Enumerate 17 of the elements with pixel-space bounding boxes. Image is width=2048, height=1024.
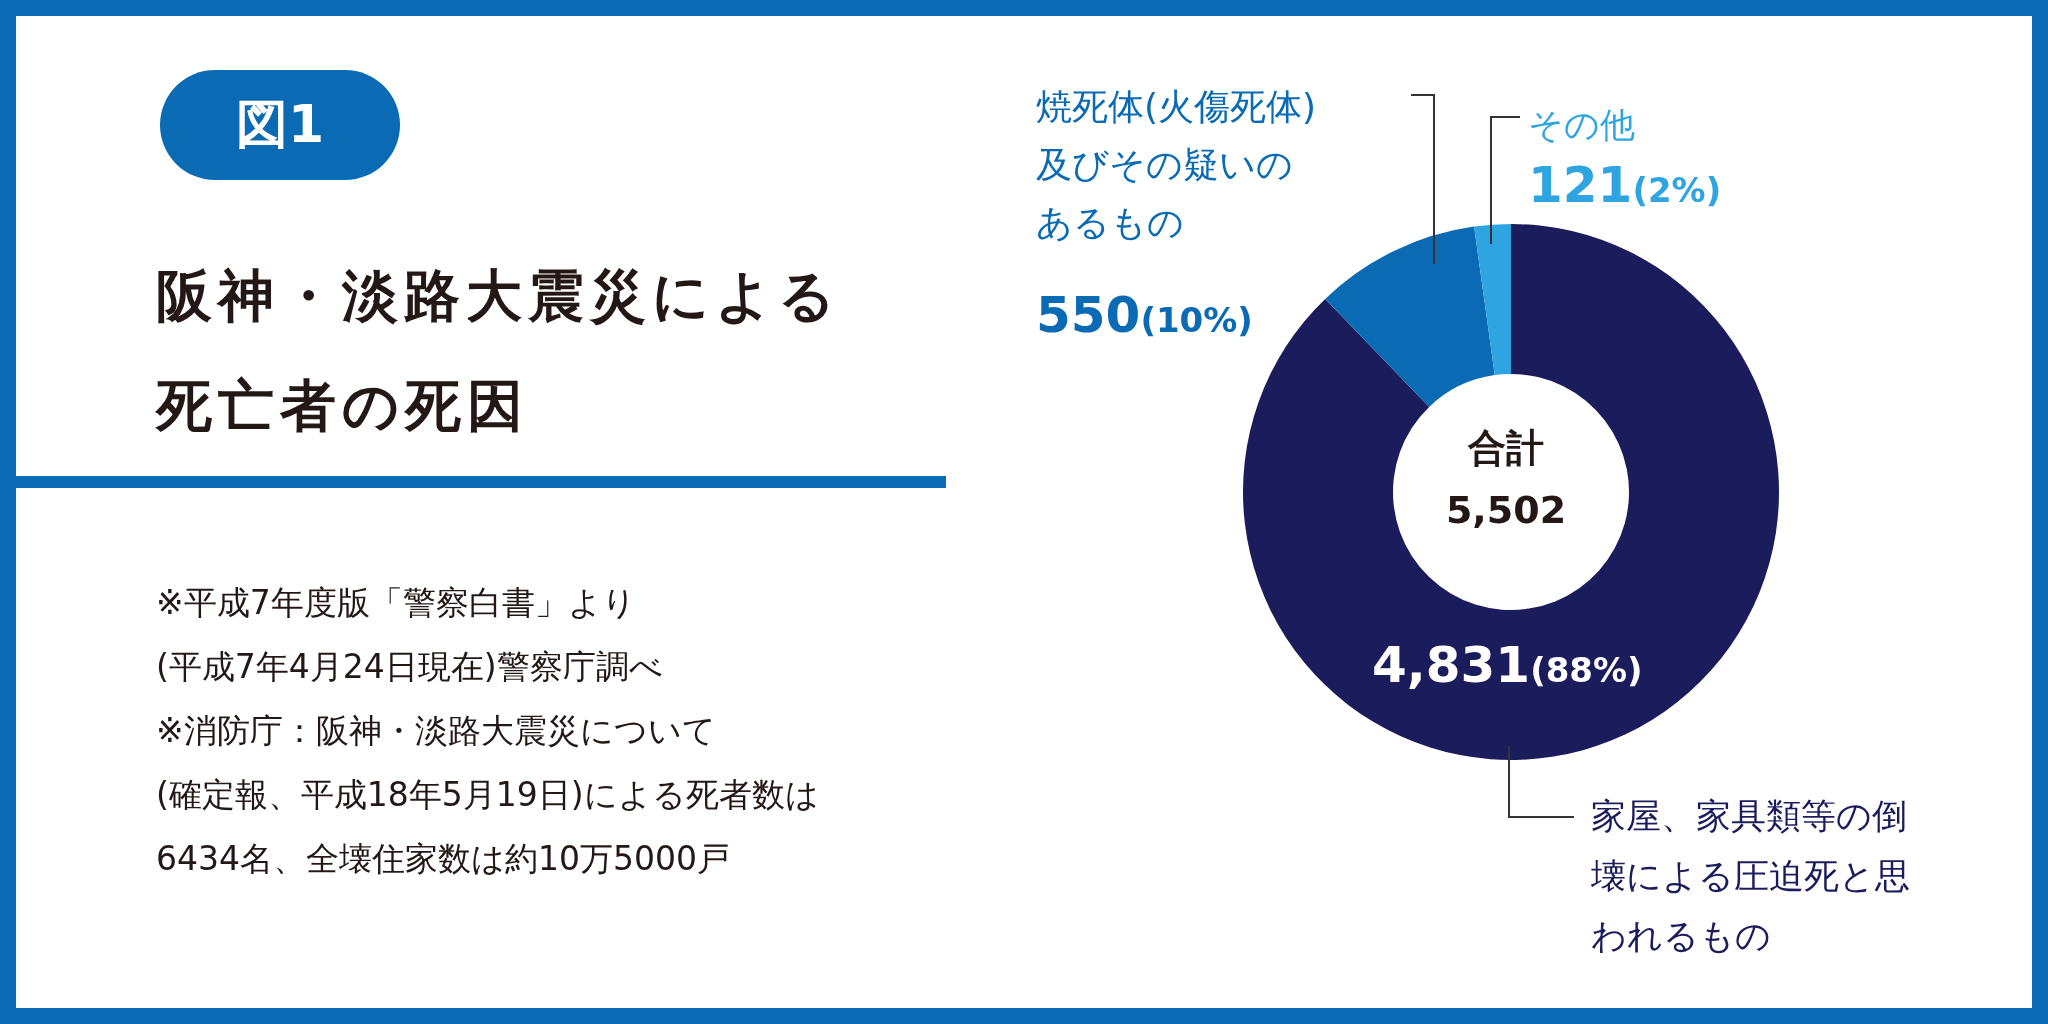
data-label: 121(2%) xyxy=(1528,156,1722,214)
donut-slice xyxy=(1474,224,1511,376)
text: 阪神・淡路大震災による死亡者の死因 xyxy=(156,262,842,440)
slice-label: 焼死体(火傷死体)及びその疑いのあるもの xyxy=(1036,85,1318,245)
slice-label: その他 xyxy=(1528,104,1635,147)
text: ※消防庁：阪神・淡路大震災について xyxy=(156,710,717,752)
text: 合計 xyxy=(1467,425,1545,472)
text: ※平成7年度版「警察白書」より xyxy=(156,582,637,624)
text: (平成7年4月24日現在)警察庁調べ xyxy=(156,646,664,688)
data-label: 4,831(88%) xyxy=(1372,636,1643,694)
text: 5,502 xyxy=(1444,487,1568,534)
slice-label: 家屋、家具類等の倒壊による圧迫死と思われるもの xyxy=(1591,795,1911,958)
donut-slice xyxy=(1325,226,1495,407)
caption: 図1 xyxy=(160,70,400,180)
text: 6434名、全壊住家数は約10万5000戸 xyxy=(156,838,731,880)
text: (確定報、平成18年5月19日)による死者数は xyxy=(156,774,819,816)
data-label: 550(10%) xyxy=(1036,286,1253,344)
